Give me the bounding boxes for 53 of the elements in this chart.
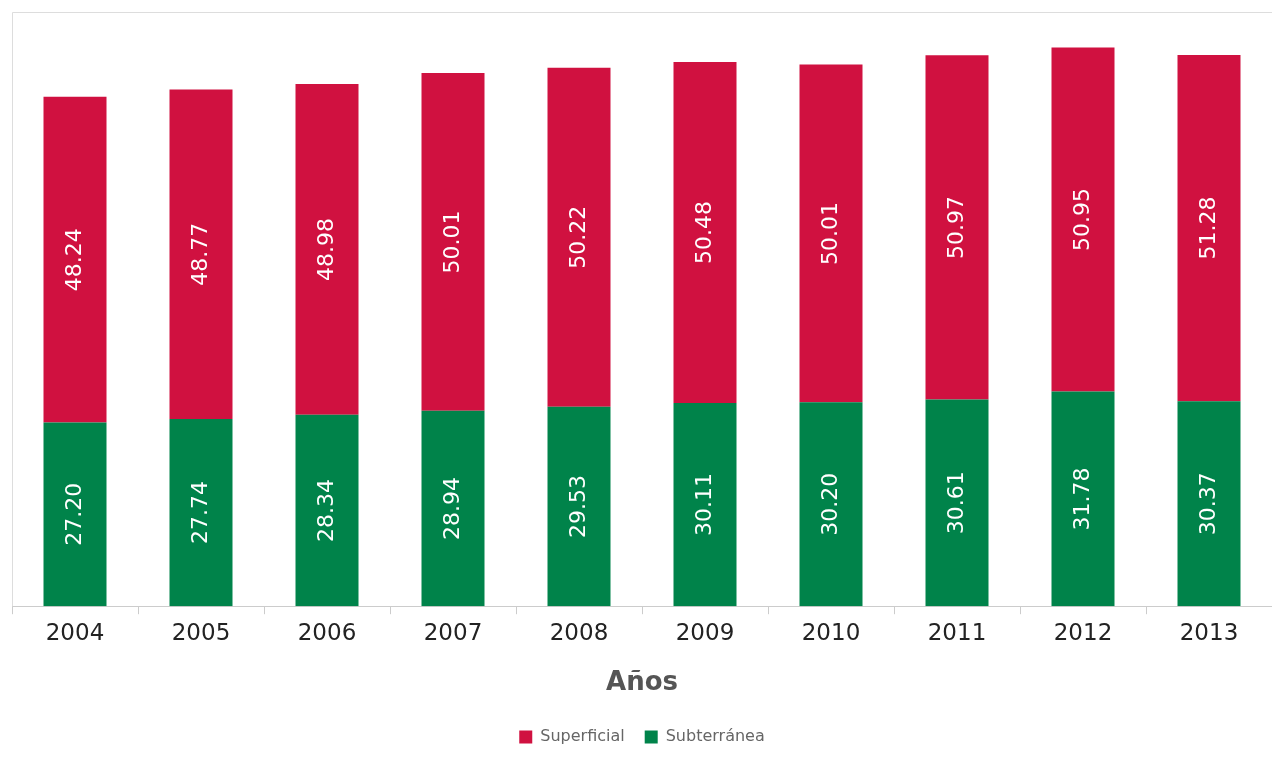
x-tick-label: 2005 bbox=[171, 618, 231, 645]
bar bbox=[295, 414, 359, 607]
data-label: 50.95 bbox=[1068, 188, 1094, 252]
data-label: 48.24 bbox=[60, 228, 86, 292]
data-label: 48.98 bbox=[312, 217, 338, 281]
bar bbox=[421, 410, 485, 607]
data-label: 30.37 bbox=[1194, 472, 1220, 536]
data-label: 50.01 bbox=[438, 210, 464, 274]
bar bbox=[925, 55, 989, 400]
data-label: 28.94 bbox=[438, 477, 464, 540]
data-label: 27.20 bbox=[60, 482, 86, 546]
x-tick-label: 2007 bbox=[423, 618, 483, 645]
bar bbox=[295, 84, 359, 415]
x-tick-label: 2006 bbox=[297, 618, 357, 645]
data-label: 50.48 bbox=[690, 200, 716, 264]
legend-label: Subterránea bbox=[665, 726, 765, 746]
bar bbox=[1177, 54, 1241, 402]
x-tick-label: 2011 bbox=[927, 618, 987, 645]
data-label: 28.34 bbox=[312, 479, 338, 543]
bar bbox=[169, 418, 233, 607]
data-label: 48.77 bbox=[186, 222, 212, 286]
bar bbox=[1051, 47, 1115, 392]
x-tick-label: 2010 bbox=[801, 618, 861, 645]
bar bbox=[673, 62, 737, 403]
bar bbox=[925, 399, 989, 607]
bar bbox=[169, 89, 233, 419]
x-tick-label: 2008 bbox=[549, 618, 609, 645]
data-label: 30.20 bbox=[816, 472, 842, 536]
data-label: 50.01 bbox=[816, 201, 842, 265]
data-label: 30.11 bbox=[690, 473, 716, 537]
bar bbox=[799, 64, 863, 403]
bar bbox=[43, 96, 107, 423]
bar bbox=[547, 406, 611, 607]
data-label: 27.74 bbox=[186, 481, 212, 545]
bar bbox=[547, 67, 611, 407]
data-label: 29.53 bbox=[564, 475, 590, 538]
data-label: 51.28 bbox=[1194, 196, 1220, 260]
x-tick-label: 2012 bbox=[1053, 618, 1113, 645]
bar bbox=[1177, 401, 1241, 607]
data-label: 31.78 bbox=[1068, 467, 1094, 531]
x-axis-title: Años bbox=[606, 666, 678, 697]
data-label: 50.22 bbox=[564, 205, 590, 269]
bar bbox=[673, 402, 737, 607]
x-tick-label: 2013 bbox=[1179, 618, 1239, 645]
legend-label: Superficial bbox=[540, 726, 625, 746]
data-label: 30.61 bbox=[942, 471, 968, 535]
bar bbox=[43, 422, 107, 607]
bar bbox=[799, 402, 863, 607]
data-label: 50.97 bbox=[942, 195, 968, 259]
bar bbox=[1051, 391, 1115, 607]
x-tick-label: 2004 bbox=[45, 618, 105, 645]
bar bbox=[421, 73, 485, 411]
x-tick-label: 2009 bbox=[675, 618, 735, 645]
